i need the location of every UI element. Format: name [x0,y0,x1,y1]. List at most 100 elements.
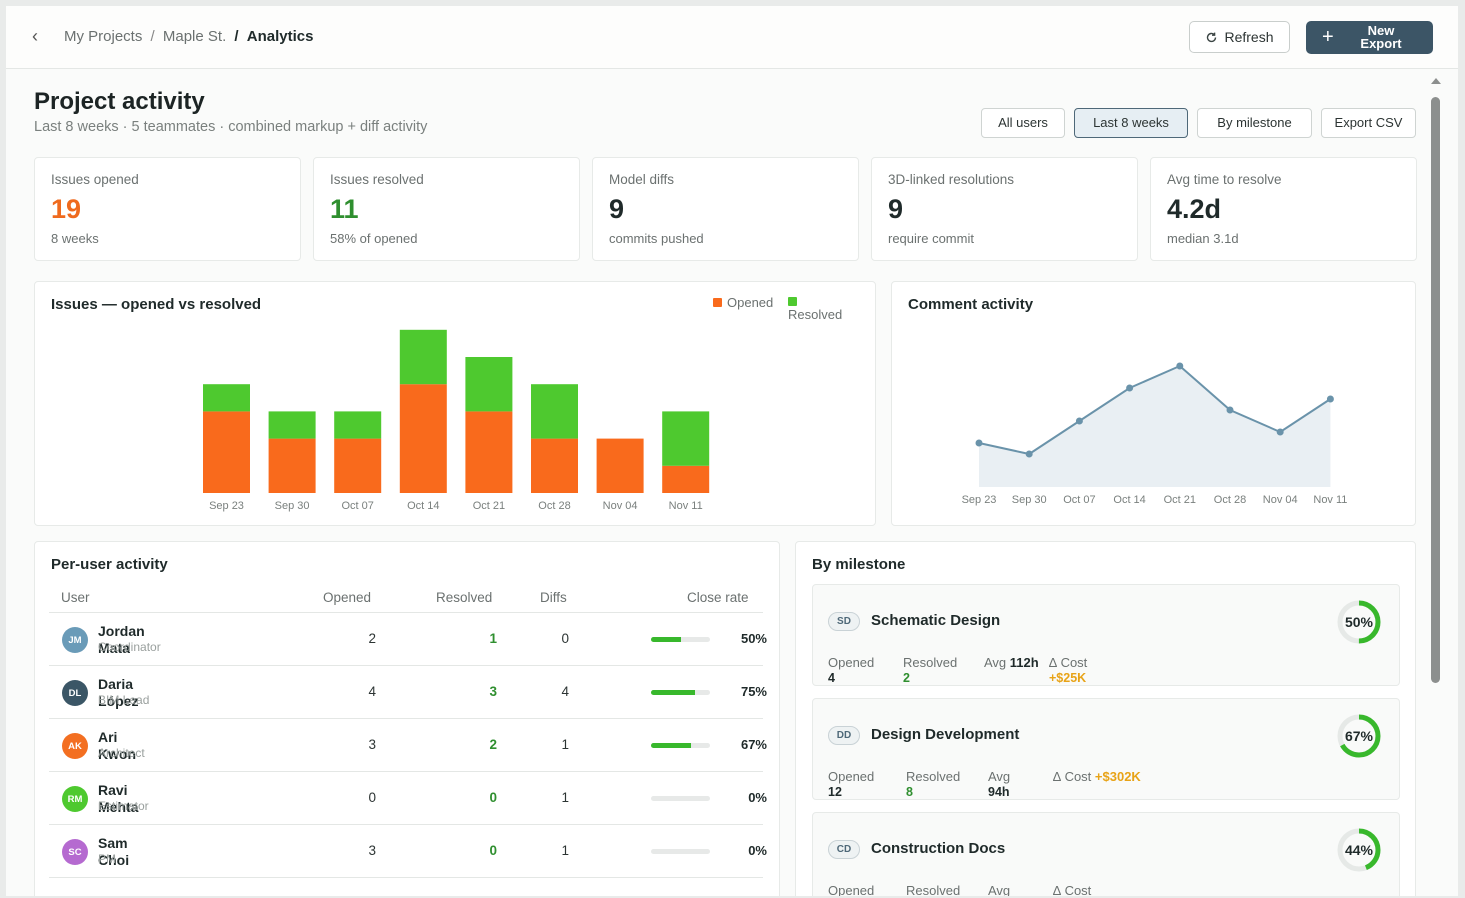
resolved-value: 2 [903,671,910,685]
filter-all-users[interactable]: All users [981,108,1065,138]
avatar: RM [62,786,88,812]
table-row[interactable]: SC Sam Choi PM 3 0 1 0% [49,824,767,877]
breadcrumb: My Projects / Maple St. / Analytics [64,28,313,45]
resolved-value: 8 [906,785,913,799]
col-resolved: Resolved [436,590,493,605]
milestone-item[interactable]: DD Design Development 67% Opened 12 Resolved 8… [812,698,1400,800]
user-name: Ravi Mehta [98,782,139,815]
cell-opened: 4 [368,684,376,699]
col-user: User [61,590,90,605]
page-subtitle: Last 8 weeks · 5 teammates · combined ma… [34,119,428,135]
comment-chart-card: Comment activity Sep 23 Sep 30 Oct 07 Oct 1… [891,281,1416,526]
close-rate-bar [651,637,710,642]
cell-resolved: 1 [489,631,497,646]
close-rate-bar [651,690,710,695]
bar-opened [399,384,447,493]
table-row[interactable]: RM Ravi Mehta Estimator 0 0 1 0% [49,771,767,824]
breadcrumb-maple-st[interactable]: Maple St. [162,28,227,45]
user-name: Sam Choi [98,835,130,868]
close-rate-fill [651,637,681,642]
close-rate-fill [651,743,691,748]
x-tick-label: Oct 07 [341,500,373,512]
user-name: Daria López [98,676,139,709]
legend-resolved: Resolved [788,295,858,321]
stat-sub: 8 weeks [51,231,99,246]
comment-line [978,364,1331,456]
x-tick-label: Oct 21 [473,500,505,512]
cost-key: ∆ Cost [1049,655,1088,670]
table-row[interactable]: JM Jordan Mata Coordinator 2 1 0 50% [49,612,767,665]
stat-card-model-diffs: Model diffs 9 commits pushed [592,157,859,261]
bar-opened [334,438,382,493]
resolved-key: Resolved [906,769,961,784]
avg-key: Avg 112h [984,655,1039,670]
stat-sub: commits pushed [609,231,704,246]
close-rate-value: 67% [740,737,767,752]
close-rate-fill [651,690,696,695]
milestone-item[interactable]: SD Schematic Design 50% Opened 4 Resolved 2 Avg… [812,584,1400,686]
per-user-card: Per-user activity User Opened Resolved D… [34,541,780,896]
avg-value: 94h [988,785,1010,799]
bar-resolved [334,411,382,439]
x-tick-label: Nov 04 [603,500,638,512]
comment-line-chart: Sep 23 Sep 30 Oct 07 Oct 14 Oct 21 Oct 28 Nov … [962,362,1347,506]
cost-value: +$302K [1094,769,1141,784]
cell-diffs: 1 [561,843,569,858]
breadcrumb-current: Analytics [246,28,314,45]
avatar: SC [62,839,88,865]
filter-last-8-weeks[interactable]: Last 8 weeks [1074,108,1188,138]
app-window: ‹ My Projects / Maple St. / Analytics Re… [6,6,1458,896]
table-row[interactable]: AK Ari Kwon Architect 3 2 1 67% [49,718,767,771]
table-row[interactable]: DL Daria López BIM Lead 4 3 4 75% [49,665,767,718]
legend-swatch [788,297,797,306]
vertical-scrollbar[interactable] [1431,97,1440,683]
export-csv-button[interactable]: Export CSV [1321,108,1416,138]
breadcrumb-my-projects[interactable]: My Projects [64,28,143,45]
x-tick-label: Oct 28 [1214,494,1246,506]
avg-key-label: Avg [984,655,1007,670]
stat-value: 19 [51,194,82,224]
col-opened: Opened [323,590,372,605]
avatar: JM [62,627,88,653]
stat-label: 3D-linked resolutions [888,172,1015,187]
refresh-button[interactable]: Refresh [1189,21,1290,53]
legend-opened: Opened [713,295,773,310]
milestone-name: Design Development [871,726,1020,743]
ring-percent: 44% [1345,842,1374,858]
stat-value: 9 [609,194,625,224]
x-tick-label: Oct 14 [1113,494,1145,506]
cell-opened: 2 [368,631,376,646]
scroll-up-arrow-icon[interactable] [1430,76,1442,86]
refresh-icon [1207,32,1217,42]
filter-by-milestone[interactable]: By milestone [1197,108,1312,138]
legend-swatch [713,298,722,307]
milestone-code-badge: SD [828,612,860,631]
bar-resolved [399,329,447,385]
cell-diffs: 1 [561,790,569,805]
milestone-item[interactable]: CD Construction Docs 44% Opened Resolved Avg ∆… [812,812,1400,896]
avg-key: Avg [988,883,1011,896]
x-tick-label: Sep 23 [209,500,244,512]
close-rate-bar [651,796,710,801]
cell-diffs: 0 [561,631,569,646]
comment-point [1226,406,1234,414]
x-tick-label: Oct 07 [1063,494,1095,506]
legend-label: Resolved [788,307,843,322]
opened-value: 12 [828,785,842,799]
x-tick-label: Sep 30 [275,500,310,512]
table-divider [49,877,763,878]
bar-opened [203,411,250,493]
stat-card-3d-linked: 3D-linked resolutions 9 require commit [871,157,1138,261]
cell-diffs: 1 [561,737,569,752]
refresh-label: Refresh [1224,29,1274,45]
x-tick-label: Oct 14 [407,500,439,512]
new-export-button[interactable]: + New Export [1306,21,1433,54]
bar-resolved [268,411,316,439]
back-chevron-icon[interactable]: ‹ [32,26,38,46]
comment-point [1176,362,1184,370]
comment-point [1276,428,1284,436]
comment-point [1025,450,1033,458]
milestone-name: Schematic Design [871,612,1001,629]
cost-key-label: ∆ Cost [1053,883,1092,896]
ring-fill [1337,714,1381,758]
